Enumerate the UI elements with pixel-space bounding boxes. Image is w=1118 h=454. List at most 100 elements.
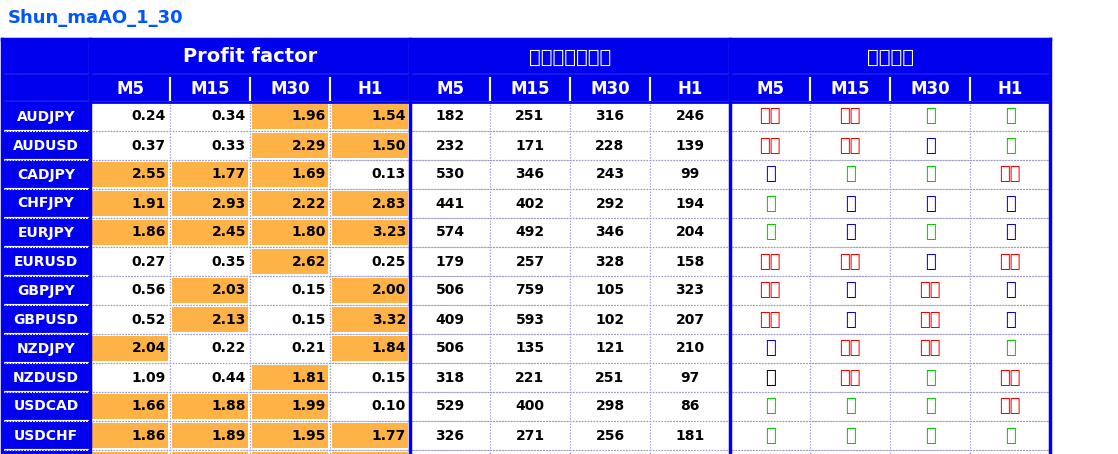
Bar	[490, 218, 570, 247]
Text: 0.44: 0.44	[211, 370, 246, 385]
Text: 優: 優	[844, 223, 855, 242]
Bar	[970, 450, 1050, 454]
Text: 323: 323	[675, 283, 704, 297]
Bar	[91, 131, 170, 160]
Bar	[570, 450, 650, 454]
Text: 0.21: 0.21	[292, 341, 326, 355]
Text: 0.15: 0.15	[292, 312, 326, 326]
Text: 1.66: 1.66	[132, 400, 165, 414]
Bar	[490, 189, 570, 218]
Text: EURJPY: EURJPY	[18, 226, 75, 240]
Bar	[250, 189, 330, 218]
Bar	[730, 421, 811, 450]
Text: 2.45: 2.45	[211, 226, 246, 240]
Bar	[410, 189, 490, 218]
Text: 1.99: 1.99	[292, 400, 326, 414]
Text: 246: 246	[675, 109, 704, 123]
Bar	[890, 363, 970, 392]
Text: 318: 318	[435, 370, 465, 385]
Text: 0.56: 0.56	[132, 283, 165, 297]
Bar	[2, 334, 91, 363]
Bar	[2, 392, 91, 421]
Text: 0.10: 0.10	[372, 400, 406, 414]
Text: 2.55: 2.55	[132, 168, 165, 182]
Bar	[811, 131, 890, 160]
Bar	[252, 394, 328, 419]
Text: 292: 292	[596, 197, 625, 211]
Bar	[650, 305, 730, 334]
Bar	[570, 131, 650, 160]
Bar	[730, 392, 811, 421]
Text: M5: M5	[756, 79, 784, 98]
Bar	[730, 160, 811, 189]
Bar	[570, 218, 650, 247]
Text: 1.54: 1.54	[371, 109, 406, 123]
Text: 可: 可	[765, 369, 776, 386]
Text: 194: 194	[675, 197, 704, 211]
Text: 優: 優	[765, 340, 776, 357]
Text: NZDJPY: NZDJPY	[17, 341, 75, 355]
Bar	[332, 191, 408, 216]
Text: 不可: 不可	[919, 281, 940, 300]
Text: 良: 良	[765, 194, 776, 212]
Text: 0.27: 0.27	[132, 255, 165, 268]
Bar	[332, 423, 408, 448]
Bar	[252, 191, 328, 216]
Text: 3.23: 3.23	[372, 226, 406, 240]
Bar	[970, 363, 1050, 392]
Text: 1.80: 1.80	[292, 226, 326, 240]
Bar	[490, 363, 570, 392]
Text: 251: 251	[596, 370, 625, 385]
Text: 1.77: 1.77	[211, 168, 246, 182]
Bar	[570, 421, 650, 450]
Bar	[91, 276, 170, 305]
Bar	[890, 421, 970, 450]
Text: 1.86: 1.86	[132, 429, 165, 443]
Bar	[252, 220, 328, 245]
Bar	[92, 191, 168, 216]
Bar	[730, 276, 811, 305]
Text: 不可: 不可	[840, 340, 861, 357]
Bar	[730, 102, 811, 131]
Bar	[410, 39, 730, 75]
Text: 良: 良	[844, 166, 855, 183]
Text: 102: 102	[596, 312, 625, 326]
Text: AUDUSD: AUDUSD	[13, 138, 79, 153]
Text: 232: 232	[435, 138, 465, 153]
Bar	[811, 421, 890, 450]
Text: 2.29: 2.29	[292, 138, 326, 153]
Bar	[650, 189, 730, 218]
Bar	[2, 160, 91, 189]
Text: 759: 759	[515, 283, 544, 297]
Bar	[252, 423, 328, 448]
Bar	[250, 421, 330, 450]
Bar	[650, 160, 730, 189]
Text: 優: 優	[844, 194, 855, 212]
Bar	[890, 218, 970, 247]
Bar	[332, 104, 408, 129]
Text: M15: M15	[190, 79, 230, 98]
Bar	[91, 218, 170, 247]
Bar	[570, 276, 650, 305]
Text: 1.96: 1.96	[292, 109, 326, 123]
Text: 0.15: 0.15	[292, 283, 326, 297]
Bar	[730, 363, 811, 392]
Text: 2.93: 2.93	[211, 197, 246, 211]
Bar	[570, 334, 650, 363]
Text: 1.91: 1.91	[132, 197, 165, 211]
Bar	[330, 421, 410, 450]
Text: 441: 441	[435, 197, 465, 211]
Bar	[650, 334, 730, 363]
Bar	[170, 363, 250, 392]
Text: 優: 優	[1005, 194, 1015, 212]
Text: 不可: 不可	[999, 252, 1021, 271]
Bar	[330, 334, 410, 363]
Bar	[170, 131, 250, 160]
Bar	[250, 160, 330, 189]
Text: 0.52: 0.52	[132, 312, 165, 326]
Text: GBPJPY: GBPJPY	[17, 283, 75, 297]
Bar	[332, 336, 408, 361]
Text: 1.50: 1.50	[371, 138, 406, 153]
Bar	[570, 102, 650, 131]
Bar	[91, 363, 170, 392]
